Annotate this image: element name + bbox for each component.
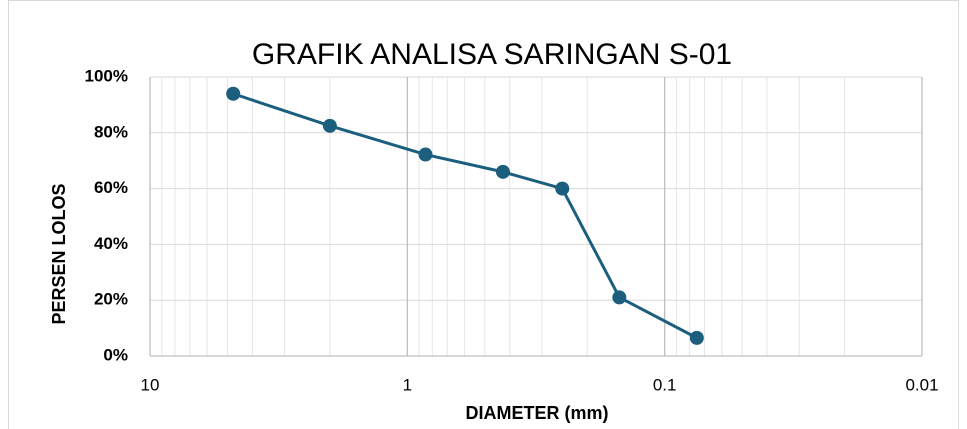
data-point [689,330,704,345]
y-tick-label: 100% [85,66,128,85]
x-tick-label: 0.1 [653,375,677,394]
x-tick-label: 10 [141,375,160,394]
data-point [495,164,510,179]
data-point [226,86,241,101]
y-tick-label: 80% [94,122,128,141]
chart-frame [8,0,959,429]
y-tick-label: 60% [94,178,128,197]
x-axis-label: DIAMETER (mm) [466,403,609,423]
y-axis-label: PERSEN LOLOS [49,183,69,324]
x-tick-label: 0.01 [905,375,938,394]
data-point [555,181,570,196]
y-tick-label: 20% [94,290,128,309]
x-tick-label: 1 [403,375,412,394]
data-point [322,118,337,133]
y-tick-label: 40% [94,234,128,253]
data-point [418,147,433,162]
y-tick-label: 0% [103,345,128,364]
data-point [612,290,627,305]
chart-title: GRAFIK ANALISA SARINGAN S-01 [252,38,732,71]
